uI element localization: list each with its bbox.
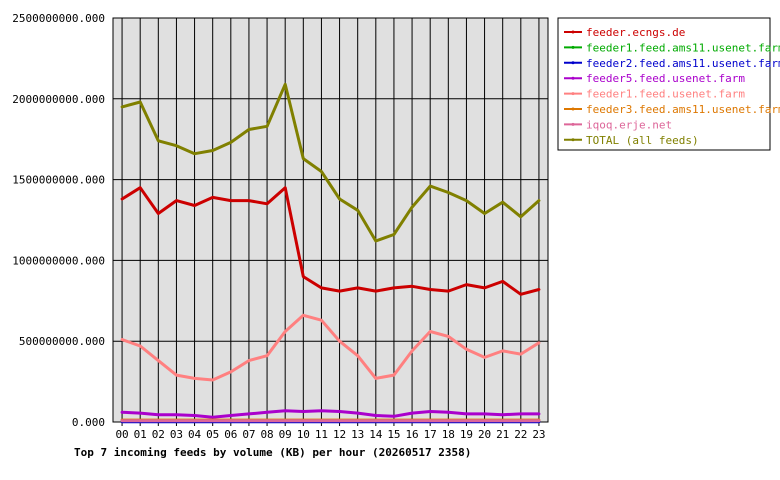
series-line: [120, 82, 541, 243]
legend-label: feeder2.feed.ams11.usenet.farm: [586, 57, 780, 70]
legend-marker: [571, 61, 575, 65]
x-tick-label: 23: [532, 428, 545, 441]
legend-marker: [571, 138, 575, 142]
series-line: [120, 409, 541, 419]
x-tick-label: 10: [297, 428, 310, 441]
legend-marker: [571, 45, 575, 49]
series-line: [120, 313, 541, 382]
x-tick-label: 12: [333, 428, 346, 441]
legend-marker: [571, 76, 575, 80]
y-tick-label: 1500000000.000: [12, 174, 105, 187]
x-tick-label: 02: [152, 428, 165, 441]
y-tick-label: 0.000: [72, 416, 105, 429]
x-tick-label: 03: [170, 428, 183, 441]
x-tick-label: 05: [206, 428, 219, 441]
x-tick-label: 08: [260, 428, 273, 441]
x-tick-label: 11: [315, 428, 328, 441]
legend-label: feeder3.feed.ams11.usenet.farm: [586, 103, 780, 116]
x-tick-label: 00: [115, 428, 128, 441]
legend-label: feeder5.feed.usenet.farm: [586, 72, 745, 85]
y-tick-label: 500000000.000: [19, 335, 105, 348]
legend: feeder.ecngs.de feeder1.feed.ams11.usenet…: [557, 17, 780, 151]
y-tick-label: 2000000000.000: [12, 93, 105, 106]
legend-marker: [571, 92, 575, 96]
x-tick-label: 13: [351, 428, 364, 441]
x-tick-label: 06: [224, 428, 237, 441]
legend-label: iqoq.erje.net: [586, 118, 672, 131]
legend-label: feeder1.feed.ams11.usenet.farm: [586, 41, 780, 54]
x-tick-label: 01: [134, 428, 147, 441]
x-tick-label: 15: [387, 428, 400, 441]
x-tick-label: 09: [279, 428, 292, 441]
x-tick-label: 19: [460, 428, 473, 441]
x-tick-label: 18: [442, 428, 455, 441]
y-tick-label: 1000000000.000: [12, 254, 105, 267]
x-tick-label: 21: [496, 428, 509, 441]
x-tick-label: 16: [405, 428, 418, 441]
x-tick-label: 14: [369, 428, 383, 441]
legend-label: feeder.ecngs.de: [586, 26, 685, 39]
chart-title: Top 7 incoming feeds by volume (KB) per …: [74, 446, 471, 459]
x-tick-label: 22: [514, 428, 527, 441]
x-axis-ticks: 00 01 02 03 04 05 06 07 08 09 10 11 12 13 14 15 16 17 18 19…: [115, 422, 546, 441]
x-tick-label: 04: [188, 428, 202, 441]
y-axis-ticks: 0.000 500000000.000 1000000000.000 15000000…: [12, 12, 105, 429]
series-lines: [120, 82, 541, 424]
legend-label: feeder1.feed.usenet.farm: [586, 88, 745, 101]
y-tick-label: 2500000000.000: [12, 12, 105, 25]
plot-background: [112, 17, 549, 423]
legend-marker: [571, 107, 575, 111]
legend-label: TOTAL (all feeds): [586, 134, 699, 147]
legend-marker: [571, 122, 575, 126]
x-tick-label: 17: [424, 428, 437, 441]
x-tick-label: 20: [478, 428, 491, 441]
legend-box: [557, 17, 771, 151]
x-tick-label: 07: [242, 428, 255, 441]
series-line: [120, 186, 541, 296]
legend-marker: [571, 30, 575, 34]
